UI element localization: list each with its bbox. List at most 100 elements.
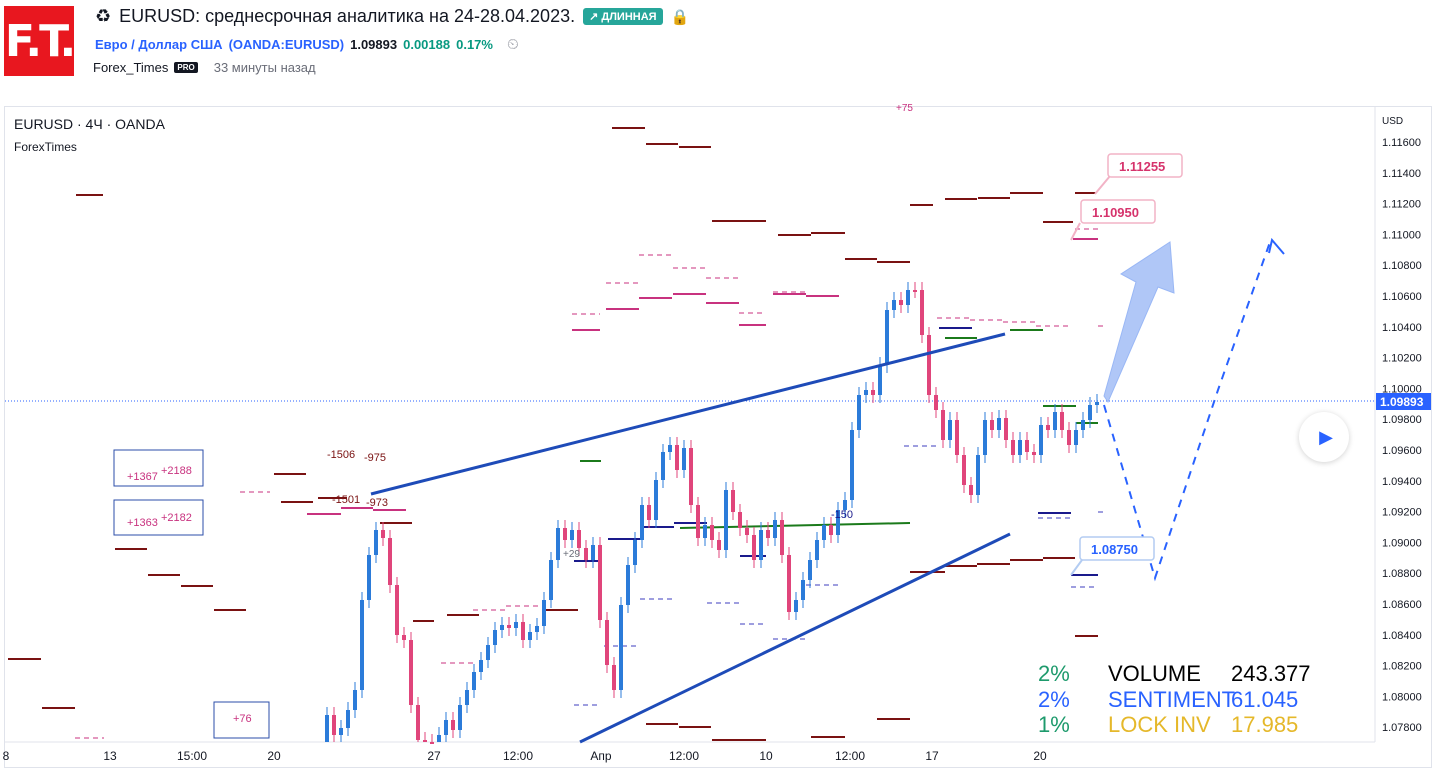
candle-body bbox=[612, 665, 616, 690]
price-tick-label: 1.10800 bbox=[1382, 260, 1422, 272]
candle-body bbox=[570, 530, 574, 540]
candle-body bbox=[409, 640, 413, 705]
chart-legend-indicator[interactable]: ForexTimes bbox=[14, 140, 77, 154]
candle-body bbox=[962, 455, 966, 485]
callout-2-label: 1.10950 bbox=[1092, 205, 1139, 220]
candle-body bbox=[1088, 405, 1092, 420]
candle-body bbox=[759, 530, 763, 560]
price-axis-currency: USD bbox=[1382, 116, 1403, 127]
price-tick-label: 1.09400 bbox=[1382, 476, 1422, 488]
time-tick-label: 15:00 bbox=[177, 749, 207, 763]
candle-body bbox=[395, 585, 399, 635]
channel-upper-line bbox=[370, 332, 1006, 496]
candle-body bbox=[738, 512, 742, 528]
candle-body bbox=[1046, 425, 1050, 430]
candle-body bbox=[563, 528, 567, 540]
candle-body bbox=[731, 490, 735, 512]
candle-body bbox=[486, 645, 490, 660]
symbol-code-link[interactable]: (OANDA:EURUSD) bbox=[228, 37, 345, 52]
candle-body bbox=[843, 500, 847, 510]
candle-body bbox=[794, 600, 798, 612]
annotation-box[interactable] bbox=[113, 449, 204, 487]
candle-body bbox=[325, 715, 329, 742]
candle-body bbox=[542, 600, 546, 626]
chart-frame[interactable] bbox=[4, 106, 1432, 768]
candle-body bbox=[465, 690, 469, 705]
candle-body bbox=[724, 490, 728, 550]
stat-sentiment-row: 2% SENTIMENT 61.045 bbox=[1038, 687, 1298, 713]
candle-body bbox=[717, 540, 721, 550]
candle-body bbox=[745, 528, 749, 535]
candle-body bbox=[710, 525, 714, 540]
annotation-text: +75 bbox=[896, 103, 913, 114]
candles-group bbox=[325, 282, 1099, 744]
publish-time: 33 минуты назад bbox=[213, 60, 316, 75]
candle-body bbox=[906, 290, 910, 305]
play-button[interactable]: ▶ bbox=[1299, 412, 1349, 462]
candle-body bbox=[1039, 425, 1043, 455]
annotation-box[interactable] bbox=[213, 701, 270, 739]
candle-body bbox=[640, 505, 644, 540]
candle-body bbox=[1004, 418, 1008, 440]
candle-body bbox=[822, 525, 826, 540]
callout-box-2[interactable] bbox=[1080, 199, 1156, 224]
candle-body bbox=[689, 448, 693, 505]
candle-body bbox=[521, 622, 525, 640]
long-badge: ↗ ДЛИННАЯ bbox=[583, 8, 663, 25]
candle-body bbox=[696, 505, 700, 538]
time-tick-label: Апр bbox=[590, 749, 612, 763]
candle-body bbox=[997, 418, 1001, 430]
candle-body bbox=[941, 410, 945, 440]
time-tick-label: 8 bbox=[3, 749, 10, 763]
candle-body bbox=[430, 742, 434, 744]
callout-box-1[interactable] bbox=[1107, 153, 1183, 178]
candle-body bbox=[913, 290, 917, 292]
navy-dashed-levels bbox=[574, 445, 1106, 706]
price-axis[interactable]: 1.11600 1.11400 1.11200 1.11000 1.10800 1.106… bbox=[1382, 137, 1422, 734]
time-tick-label: 13 bbox=[103, 749, 117, 763]
candle-body bbox=[381, 530, 385, 538]
candle-body bbox=[661, 452, 665, 480]
annotation-text: +29 bbox=[563, 549, 580, 560]
annotation-text: +1363 bbox=[127, 517, 158, 529]
author-link[interactable]: Forex_Times bbox=[93, 60, 169, 75]
callout-leader bbox=[1070, 559, 1083, 576]
candle-body bbox=[836, 510, 840, 535]
candle-body bbox=[857, 395, 861, 430]
volume-label: VOLUME bbox=[1108, 661, 1201, 686]
price-tick-label: 1.10600 bbox=[1382, 291, 1422, 303]
callout-box-3[interactable] bbox=[1079, 536, 1155, 561]
candle-body bbox=[437, 735, 441, 742]
candle-body bbox=[451, 720, 455, 730]
forecast-arrowhead bbox=[1268, 237, 1285, 255]
price-tick-label: 1.08600 bbox=[1382, 599, 1422, 611]
candle-body bbox=[815, 540, 819, 560]
candle-body bbox=[682, 448, 686, 470]
candle-body bbox=[976, 455, 980, 495]
symbol-name-link[interactable]: Евро / Доллар США bbox=[95, 37, 223, 52]
chart-legend-symbol[interactable]: EURUSD · 4Ч · OANDA bbox=[14, 116, 165, 132]
candle-body bbox=[584, 548, 588, 560]
candle-body bbox=[514, 622, 518, 628]
forextimes-logo[interactable]: F.T. bbox=[4, 6, 76, 76]
annotation-text: -1501 bbox=[332, 494, 360, 506]
annotation-text: +2182 bbox=[161, 512, 192, 524]
candle-body bbox=[871, 390, 875, 395]
candle-body bbox=[780, 520, 784, 555]
candle-body bbox=[360, 600, 364, 690]
annotation-box[interactable] bbox=[113, 499, 204, 536]
candle-body bbox=[703, 525, 707, 538]
candle-body bbox=[801, 580, 805, 600]
callout-1-label: 1.11255 bbox=[1119, 159, 1165, 174]
price-tick-label: 1.08800 bbox=[1382, 568, 1422, 580]
candle-body bbox=[850, 430, 854, 500]
candle-body bbox=[500, 625, 504, 630]
time-axis[interactable]: 8 13 15:00 20 27 12:00 Апр 12:00 10 12:00 17 20 bbox=[3, 749, 1047, 763]
callout-3-label: 1.08750 bbox=[1091, 542, 1138, 557]
candle-body bbox=[591, 545, 595, 560]
candle-body bbox=[346, 710, 350, 728]
candle-body bbox=[549, 560, 553, 600]
logo-text: F.T. bbox=[4, 15, 76, 67]
candle-body bbox=[367, 555, 371, 600]
